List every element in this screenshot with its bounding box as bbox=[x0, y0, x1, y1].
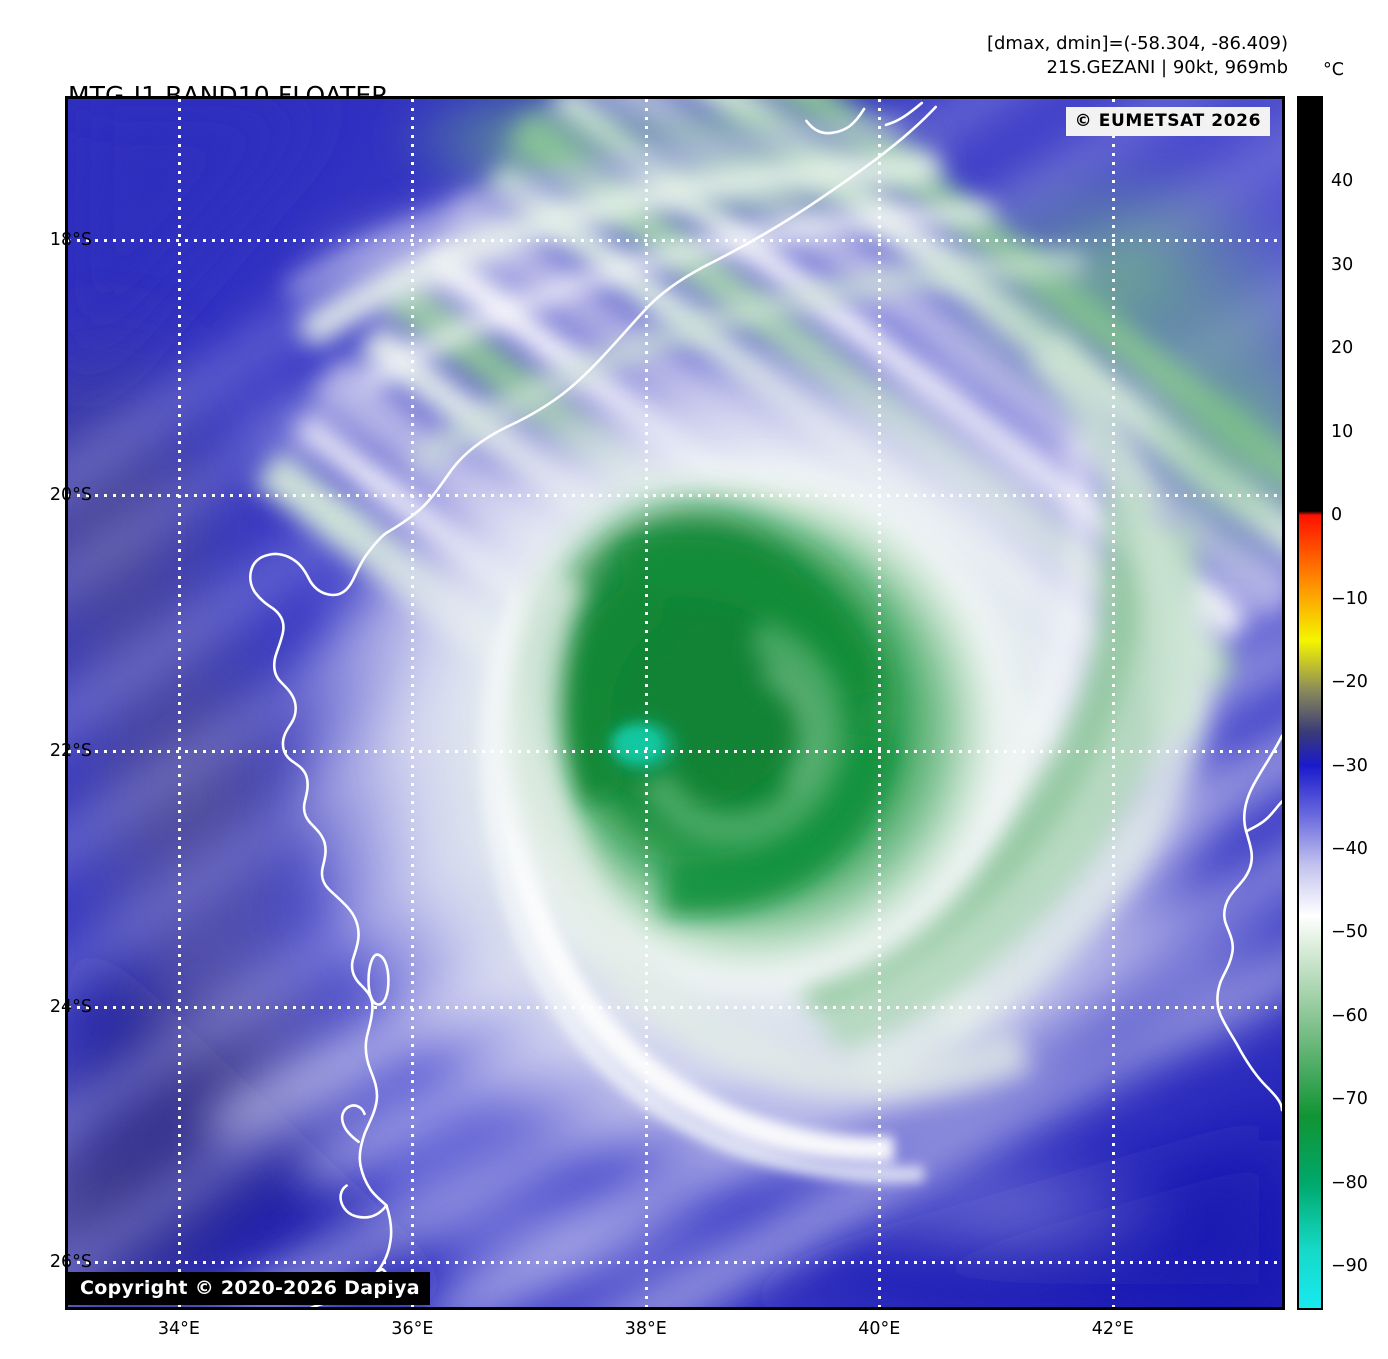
colorbar-tick-12: −80 bbox=[1331, 1172, 1368, 1193]
colorbar-tick-8: −40 bbox=[1331, 839, 1368, 860]
cloud-field-raster bbox=[68, 99, 1282, 1307]
lon-tick-label-2: 38°E bbox=[624, 1319, 667, 1339]
header-metadata-block: [dmax, dmin]=(-58.304, -86.409) 21S.GEZA… bbox=[987, 32, 1288, 80]
colorbar-tick-6: −20 bbox=[1331, 672, 1368, 693]
colorbar-tick-3: 10 bbox=[1331, 421, 1354, 442]
colorbar-tick-7: −30 bbox=[1331, 755, 1368, 776]
colorbar-tick-5: −10 bbox=[1331, 588, 1368, 609]
colorbar-tick-9: −50 bbox=[1331, 922, 1368, 943]
colorbar-tick-1: 30 bbox=[1331, 254, 1354, 275]
lon-tick-label-0: 34°E bbox=[157, 1319, 200, 1339]
satellite-image-plot[interactable]: © EUMETSAT 2026 Copyright © 2020-2026 Da… bbox=[65, 96, 1285, 1310]
lat-tick-label-1: 20°S bbox=[49, 485, 92, 506]
coastline-overlay bbox=[249, 101, 1282, 1307]
colorbar-unit-label: °C bbox=[1323, 60, 1344, 80]
lon-tick-label-3: 40°E bbox=[858, 1319, 901, 1339]
colorbar-tick-11: −70 bbox=[1331, 1089, 1368, 1110]
lat-tick-label-3: 24°S bbox=[49, 996, 92, 1017]
lon-tick-label-4: 42°E bbox=[1091, 1319, 1134, 1339]
colorbar-gradient bbox=[1299, 98, 1321, 1308]
lat-tick-label-0: 18°S bbox=[49, 229, 92, 250]
lat-tick-label-2: 22°S bbox=[49, 740, 92, 761]
lat-tick-label-4: 26°S bbox=[49, 1252, 92, 1273]
lon-tick-label-1: 36°E bbox=[391, 1319, 434, 1339]
colorbar-tick-0: 40 bbox=[1331, 171, 1354, 192]
temperature-colorbar[interactable] bbox=[1297, 96, 1323, 1310]
colorbar-tick-4: 0 bbox=[1331, 505, 1343, 526]
colorbar-tick-13: −90 bbox=[1331, 1256, 1368, 1277]
colorbar-tick-2: 20 bbox=[1331, 338, 1354, 359]
dapiya-copyright-badge: Copyright © 2020-2026 Dapiya bbox=[68, 1272, 430, 1305]
data-minmax-label: [dmax, dmin]=(-58.304, -86.409) bbox=[986, 33, 1288, 54]
eumetsat-copyright-badge: © EUMETSAT 2026 bbox=[1065, 107, 1270, 136]
colorbar-tick-10: −60 bbox=[1331, 1005, 1368, 1026]
storm-info-label: 21S.GEZANI | 90kt, 969mb bbox=[1046, 57, 1288, 78]
